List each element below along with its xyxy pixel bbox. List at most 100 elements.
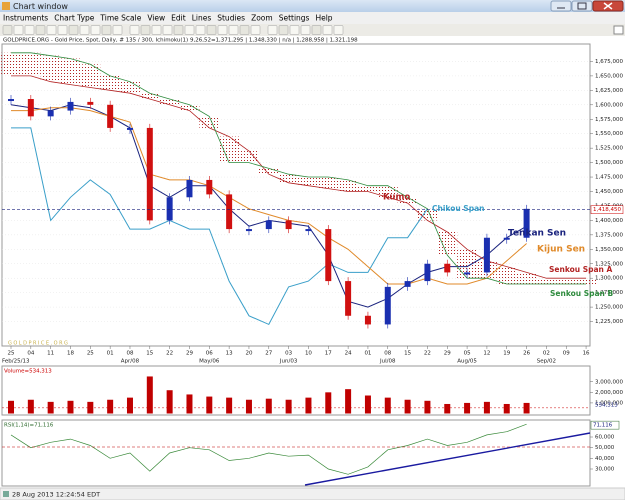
last-price-label: 1,418,450 (593, 207, 621, 213)
watermark: GOLDPRICE.ORG (8, 341, 69, 347)
menu-item[interactable]: Instruments (3, 14, 48, 23)
volume-bar (523, 402, 530, 414)
menu-item[interactable]: Help (315, 14, 332, 23)
volume-bar (404, 399, 411, 414)
series-label: Senkou Span A (549, 265, 612, 274)
volume-bar (265, 398, 272, 414)
toolbar-button[interactable] (239, 25, 250, 35)
toolbar-button[interactable] (46, 25, 57, 35)
last-value-label: 71,116 (593, 423, 613, 429)
panel-title: Volume=534,313 (4, 369, 52, 375)
toolbar-button[interactable] (68, 25, 79, 35)
status-icon (3, 491, 9, 497)
toolbar-button[interactable] (300, 25, 311, 35)
menu-item[interactable]: Lines (192, 14, 212, 23)
volume-bar (384, 397, 391, 414)
x-tick-label: 11 (47, 351, 54, 357)
menu-item[interactable]: Studies (217, 14, 245, 23)
toolbar-button[interactable] (206, 25, 217, 35)
toolbar-button[interactable] (250, 25, 261, 35)
candle (126, 127, 133, 130)
volume-bar (126, 397, 133, 414)
menu: Instruments Chart Type Time Scale View Edit L… (3, 14, 333, 23)
toolbar-button[interactable] (228, 25, 239, 35)
rsi-trendline (304, 432, 591, 486)
toolbar-button[interactable] (289, 25, 300, 35)
chart-layer: 1,225,000 1,250,000 1,275,000 1,300,000 1,32… (1, 52, 623, 475)
candle (364, 315, 371, 325)
rsi-line (10, 423, 527, 475)
candle (464, 272, 471, 275)
volume-bar (424, 400, 431, 414)
y-tick-label: 1,000,000 (595, 400, 623, 406)
toolbar-button[interactable] (311, 25, 322, 35)
volume-bar (206, 396, 213, 414)
y-tick-label: 1,250,000 (595, 305, 623, 311)
y-tick-label: 1,375,000 (595, 232, 623, 238)
y-tick-label: 1,600,000 (595, 102, 623, 108)
cloud-segment (139, 93, 160, 100)
x-tick-label: 01 (107, 351, 114, 357)
volume-bar (146, 376, 153, 414)
toolbar-button[interactable] (24, 25, 35, 35)
menu-item[interactable]: View (147, 14, 165, 23)
cloud-segment (199, 116, 220, 128)
panel-toggle[interactable] (613, 25, 624, 35)
toolbar-button[interactable] (173, 25, 184, 35)
menu-item[interactable]: Settings (279, 14, 310, 23)
menu-item[interactable]: Zoom (251, 14, 273, 23)
volume-bar (8, 400, 14, 414)
volume-bar (285, 399, 292, 414)
candle (186, 179, 193, 198)
toolbar-button[interactable] (112, 25, 123, 35)
toolbar-button[interactable] (13, 25, 24, 35)
cloud-segment (556, 278, 577, 284)
maximize-button[interactable] (571, 0, 593, 12)
toolbar-button[interactable] (101, 25, 112, 35)
toolbar-button[interactable] (151, 25, 162, 35)
toolbar-button[interactable] (333, 25, 344, 35)
toolbar-button[interactable] (2, 25, 13, 35)
toolbar-button[interactable] (162, 25, 173, 35)
toolbar-button[interactable] (322, 25, 333, 35)
toolbar-button[interactable] (184, 25, 195, 35)
menu-bar (0, 12, 625, 24)
x-tick-label: 20 (245, 351, 252, 357)
y-tick-label: 1,525,000 (595, 146, 623, 152)
menu-item[interactable]: Chart Type (54, 14, 95, 23)
x-tick-label: 22 (424, 351, 431, 357)
volume-bar (444, 403, 451, 414)
cloud-segment (120, 81, 140, 94)
cloud-segment (258, 168, 279, 175)
x-tick-label: 29 (444, 351, 451, 357)
candle (27, 99, 34, 117)
y-tick-label: 1,500,000 (595, 160, 623, 166)
candle (325, 229, 332, 282)
window-title: Chart window (13, 2, 68, 11)
indicator-line (11, 107, 527, 285)
toolbar-button[interactable] (267, 25, 278, 35)
volume-bar (305, 397, 312, 414)
cloud-segment (576, 278, 596, 284)
toolbar-button[interactable] (79, 25, 90, 35)
toolbar-button[interactable] (195, 25, 206, 35)
series-label: Kijun Sen (537, 245, 585, 255)
toolbar-button[interactable] (90, 25, 101, 35)
cloud-segment (278, 174, 299, 183)
toolbar-button[interactable] (217, 25, 228, 35)
toolbar-button[interactable] (278, 25, 289, 35)
toolbar-button[interactable] (35, 25, 46, 35)
x-tick-label: 25 (87, 351, 94, 357)
menu-item[interactable]: Edit (171, 14, 186, 23)
toolbar-button[interactable] (140, 25, 151, 35)
month-label: Aug/05 (457, 359, 477, 365)
toolbar-button[interactable] (129, 25, 140, 35)
toolbar-button[interactable] (57, 25, 68, 35)
chart-subtitle: GOLDPRICE.ORG - Gold Price, Spot, Daily,… (3, 38, 358, 44)
menu-item[interactable]: Time Scale (99, 14, 141, 23)
minimize-button[interactable] (550, 0, 572, 12)
maximize-icon (577, 2, 587, 10)
cloud-segment (457, 249, 478, 279)
month-label: Apr/08 (121, 359, 140, 365)
candle (67, 101, 74, 111)
